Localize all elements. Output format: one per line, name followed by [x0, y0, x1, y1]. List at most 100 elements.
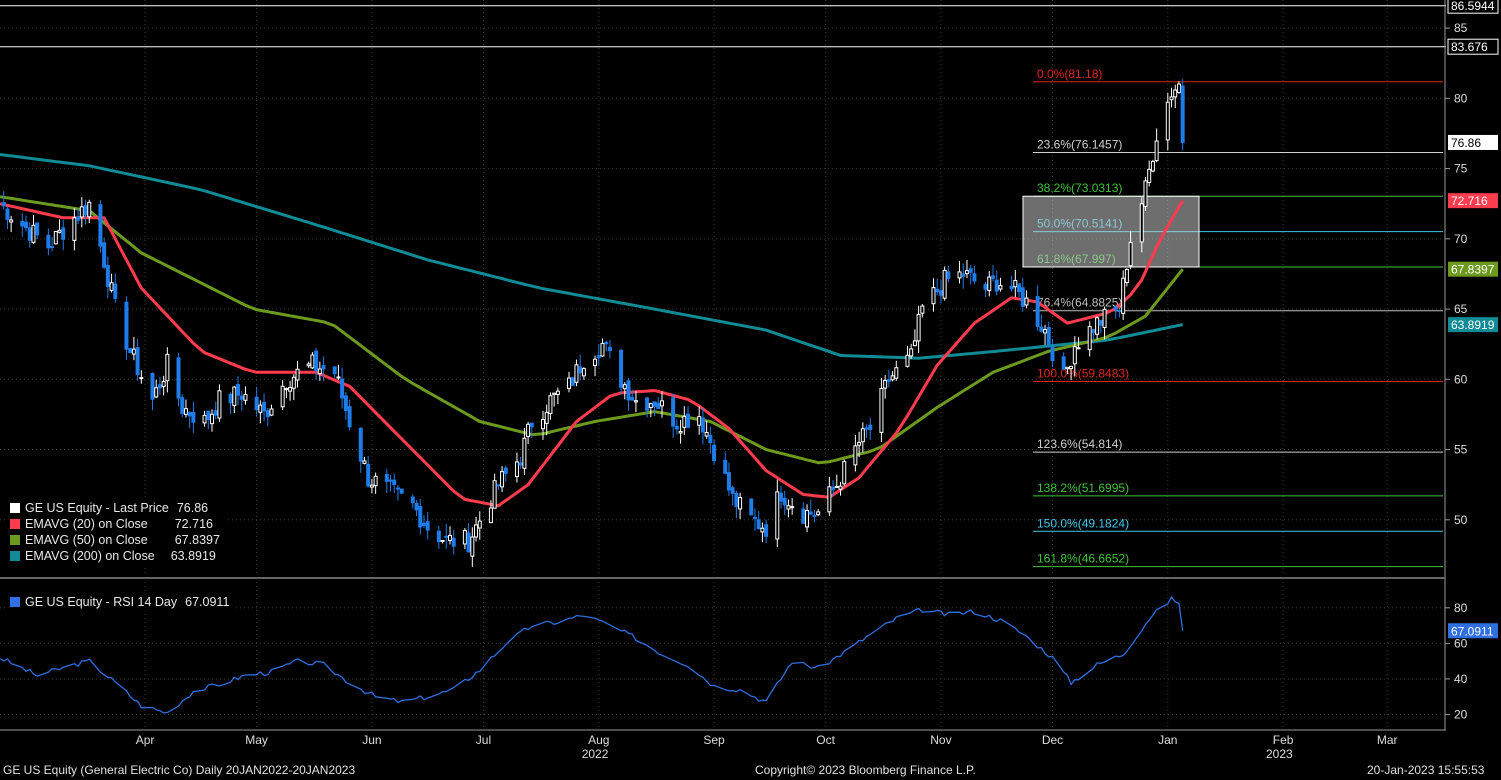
- fib-level-label: 38.2%(73.0313): [1037, 181, 1122, 195]
- candle-body: [176, 357, 181, 399]
- candle-body: [157, 384, 162, 389]
- legend-entry-ema20: EMAVG (20) on Close 72.716: [10, 516, 220, 532]
- candle-body: [46, 234, 51, 249]
- candle-body: [1098, 319, 1103, 326]
- price-legend: GE US Equity - Last Price 76.86 EMAVG (20…: [6, 497, 226, 567]
- candle-body: [920, 305, 925, 314]
- candle-body: [314, 350, 319, 371]
- candle-body: [436, 530, 441, 543]
- candle-body: [946, 271, 951, 279]
- candle-body: [187, 412, 192, 417]
- ema50-line: [0, 195, 1184, 465]
- candle-body: [1113, 306, 1118, 310]
- candle-body: [514, 461, 519, 477]
- candle-body: [150, 372, 155, 400]
- candle-body: [340, 378, 345, 399]
- candle-body: [421, 522, 426, 527]
- candle-body: [593, 358, 598, 366]
- candle-body: [113, 283, 118, 300]
- candle-body: [9, 219, 14, 223]
- y-tick-label: 65: [1454, 302, 1468, 316]
- candle-body: [961, 273, 966, 277]
- candle-body: [1013, 279, 1018, 288]
- candle-body: [886, 379, 891, 382]
- candle-body: [373, 475, 378, 487]
- candle-body: [622, 384, 627, 390]
- candle-body: [57, 229, 62, 233]
- candle-body: [209, 413, 214, 425]
- candle-body: [905, 354, 910, 367]
- candle-body: [72, 217, 77, 241]
- x-month-label: Jun: [362, 733, 381, 747]
- rsi-y-tick-label: 60: [1454, 636, 1468, 650]
- candle-body: [860, 428, 865, 443]
- legend-label: EMAVG (200) on Close: [25, 549, 155, 563]
- candle-body: [295, 368, 300, 381]
- candle-body: [139, 377, 144, 380]
- candle-body: [1020, 287, 1025, 307]
- candle-body: [894, 367, 899, 379]
- candle-body: [555, 390, 560, 395]
- legend-swatch: [10, 535, 20, 545]
- series-value-label-text: 76.86: [1451, 136, 1481, 150]
- candle-body: [217, 390, 222, 419]
- fib-level-label: 161.8%(46.6652): [1037, 552, 1129, 566]
- candle-body: [994, 279, 999, 292]
- candle-body: [1024, 297, 1029, 306]
- rsi-y-tick-label: 40: [1454, 672, 1468, 686]
- rsi-y-tick-label: 20: [1454, 708, 1468, 722]
- candle-body: [336, 376, 341, 379]
- x-month-label: Aug: [588, 733, 609, 747]
- candle-body: [232, 386, 237, 407]
- candle-body: [291, 376, 296, 389]
- candle-body: [474, 524, 479, 538]
- legend-entry-ema50: EMAVG (50) on Close 67.8397: [10, 532, 220, 548]
- candle-body: [726, 472, 731, 491]
- fib-level-label: 76.4%(64.8825): [1037, 296, 1122, 310]
- candle-body: [183, 408, 188, 415]
- candle-body: [369, 484, 374, 488]
- ema20-series: [0, 199, 1184, 508]
- candle-body: [87, 201, 92, 218]
- candle-body: [180, 397, 185, 414]
- candle-body: [317, 368, 322, 375]
- candle-body: [808, 511, 813, 515]
- y-tick-label: 80: [1454, 91, 1468, 105]
- footer-copyright: Copyright© 2023 Bloomberg Finance L.P.: [755, 763, 976, 777]
- rsi-value-label-text: 67.0911: [1451, 624, 1494, 638]
- candle-body: [879, 387, 884, 433]
- candle-body: [1091, 329, 1096, 334]
- candle-body: [838, 485, 843, 490]
- candle-body: [526, 423, 531, 437]
- candle-body: [1150, 161, 1155, 172]
- fib-level-label: 150.0%(49.1824): [1037, 516, 1129, 530]
- candle-body: [1121, 277, 1126, 314]
- candle-body: [868, 424, 873, 430]
- reference-value-label-box: [1447, 38, 1499, 55]
- candle-body: [1169, 96, 1174, 101]
- candle-body: [414, 502, 419, 511]
- candle-body: [723, 459, 728, 474]
- series-value-label-box: [1448, 317, 1498, 333]
- footer-timestamp: 20-Jan-2023 15:55:53: [1367, 763, 1485, 777]
- candle-body: [1173, 89, 1178, 98]
- candle-body: [1087, 326, 1092, 351]
- candle-body: [1043, 329, 1048, 334]
- candle-body: [440, 539, 445, 542]
- candle-body: [306, 363, 311, 367]
- candle-body: [1061, 356, 1066, 370]
- candle-body: [362, 460, 367, 464]
- candle-body: [131, 348, 136, 355]
- candle-body: [578, 366, 583, 374]
- candle-body: [935, 288, 940, 293]
- candle-body: [109, 282, 114, 291]
- candle-body: [518, 462, 523, 466]
- y-tick-label: 55: [1454, 443, 1468, 457]
- candle-body: [243, 394, 248, 401]
- candle-body: [76, 216, 81, 221]
- candle-body: [31, 224, 36, 243]
- ema20-line: [0, 199, 1184, 508]
- x-month-label: Sep: [703, 733, 725, 747]
- candle-body: [102, 242, 107, 268]
- series-value-label-box: [1448, 134, 1498, 150]
